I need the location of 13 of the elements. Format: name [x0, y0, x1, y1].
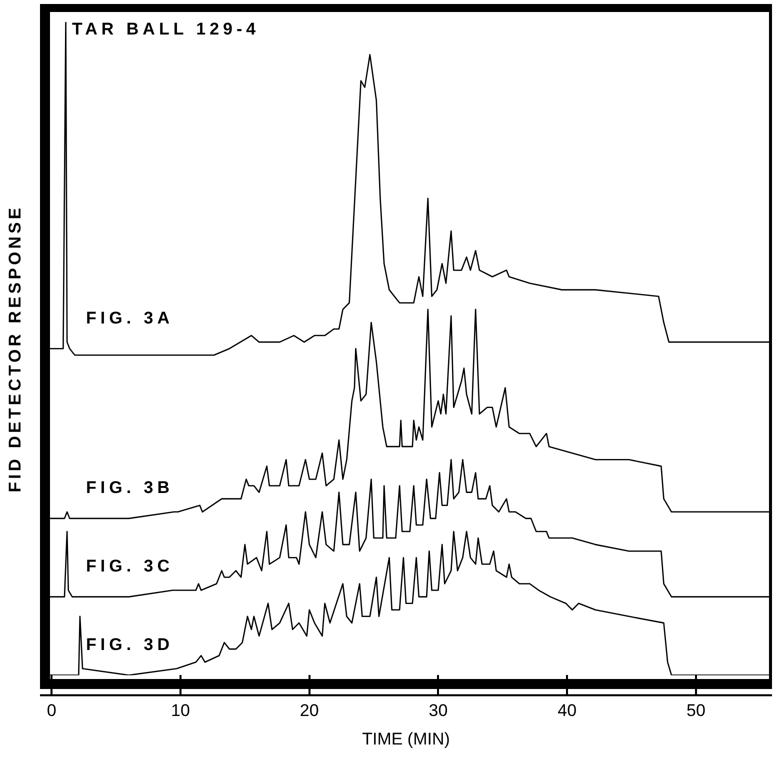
x-tick-label: 30	[428, 701, 448, 720]
x-tick-label: 0	[46, 701, 56, 720]
series-label: FIG. 3B	[86, 478, 174, 498]
series-label: FIG. 3C	[86, 556, 174, 576]
series-label: FIG. 3A	[86, 308, 174, 328]
x-tick-label: 10	[171, 701, 190, 720]
x-tick-label: 20	[300, 701, 319, 720]
chart-title: TAR BALL 129-4	[72, 20, 260, 39]
x-tick-label: 40	[558, 701, 577, 720]
x-axis-title: TIME (MIN)	[362, 729, 450, 748]
series-label: FIG. 3D	[86, 634, 174, 654]
y-axis-title: FID DETECTOR RESPONSE	[6, 204, 25, 492]
x-tick-label: 50	[686, 701, 706, 720]
